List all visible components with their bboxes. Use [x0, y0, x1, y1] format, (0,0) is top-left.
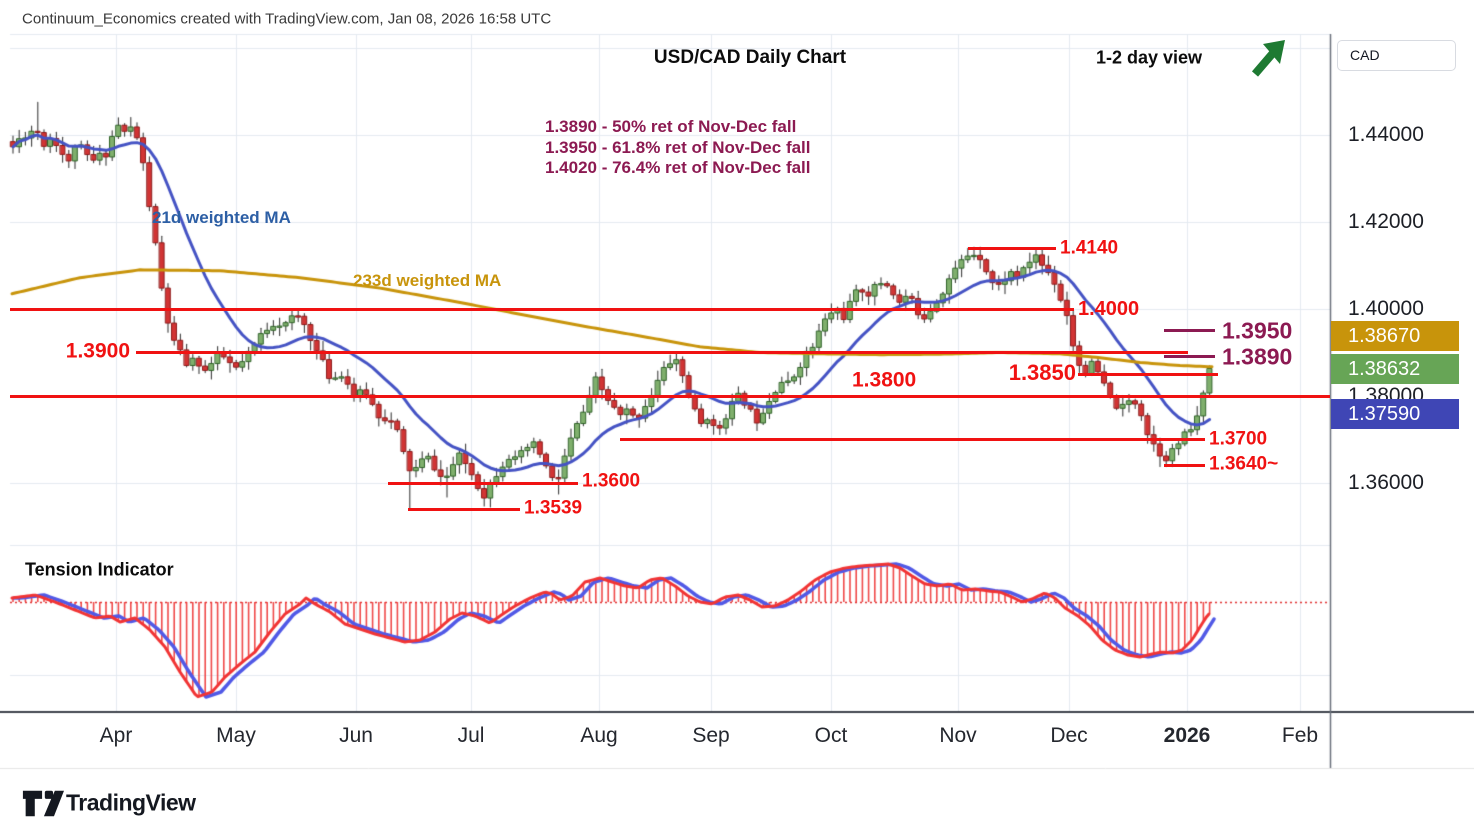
- chart-title: USD/CAD Daily Chart: [653, 47, 847, 68]
- trend-up-arrow-icon: [1251, 40, 1285, 77]
- level-label-13900: 1.3900: [65, 339, 130, 363]
- level-label-13700: 1.3700: [1209, 428, 1268, 450]
- level-label-13850: 1.3850: [1008, 360, 1076, 385]
- price-badge: 1.38670: [1331, 320, 1459, 351]
- level-label-13800: 1.3800: [852, 368, 917, 392]
- view-note: 1-2 day view: [1096, 47, 1203, 68]
- level-label-13890: 1.3890: [1222, 343, 1293, 370]
- tension-indicator-title: Tension Indicator: [25, 559, 174, 580]
- level-label-14140: 1.4140: [1060, 237, 1119, 259]
- month-label: Sep: [692, 724, 730, 747]
- month-label: Apr: [99, 724, 133, 747]
- fib-annotation-line: 1.3890 - 50% ret of Nov-Dec fall: [545, 117, 797, 136]
- y-axis-tick: 1.44000: [1348, 123, 1424, 146]
- level-line-14000: [10, 307, 1074, 311]
- month-label: Jul: [457, 724, 485, 747]
- ma21-label: 21d weighted MA: [152, 208, 291, 227]
- level-label-13640: 1.3640~: [1209, 453, 1279, 475]
- y-axis-tick: 1.40000: [1348, 297, 1424, 320]
- month-label: Oct: [814, 724, 848, 747]
- level-line-13800: [10, 394, 1330, 398]
- level-line-13890: [1164, 355, 1215, 359]
- year-label: 2026: [1163, 724, 1211, 747]
- level-line-13950: [1164, 329, 1215, 333]
- fib-annotation-line: 1.3950 - 61.8% ret of Nov-Dec fall: [545, 137, 811, 157]
- level-line-13640: [1164, 464, 1205, 468]
- level-line-13900: [136, 351, 1188, 354]
- tradingview-mark-icon[interactable]: [22, 789, 64, 818]
- y-axis-tick: 1.42000: [1348, 210, 1424, 233]
- level-line-14140: [968, 246, 1056, 250]
- level-label-13600: 1.3600: [582, 470, 641, 492]
- month-label: Nov: [939, 724, 977, 747]
- level-label-14000: 1.4000: [1078, 298, 1140, 320]
- y-axis-tick: 1.36000: [1348, 471, 1424, 494]
- month-label: May: [216, 724, 256, 747]
- header-credit: Continuum_Economics created with Trading…: [22, 10, 552, 28]
- ma233-label: 233d weighted MA: [353, 271, 502, 290]
- tradingview-brand[interactable]: TradingView: [66, 789, 196, 816]
- level-line-13600: [388, 481, 578, 485]
- price-badge: 1.38632: [1331, 353, 1459, 384]
- fib-annotation-line: 1.4020 - 76.4% ret of Nov-Dec fall: [545, 158, 811, 177]
- month-label: Aug: [580, 724, 618, 747]
- level-line-13850: [1078, 372, 1218, 376]
- symbol-box: CAD: [1337, 40, 1456, 71]
- month-label: Dec: [1050, 724, 1088, 747]
- fib-retracement-annotations: 1.3890 - 50% ret of Nov-Dec fall 1.3950 -…: [545, 117, 811, 179]
- month-label: Jun: [339, 724, 373, 747]
- level-label-13539: 1.3539: [524, 497, 583, 519]
- level-line-13700: [620, 438, 1205, 441]
- level-label-13950: 1.3950: [1222, 317, 1293, 344]
- price-badge: 1.37590: [1331, 398, 1459, 429]
- level-line-13539: [408, 508, 520, 512]
- month-label: Feb: [1281, 724, 1319, 747]
